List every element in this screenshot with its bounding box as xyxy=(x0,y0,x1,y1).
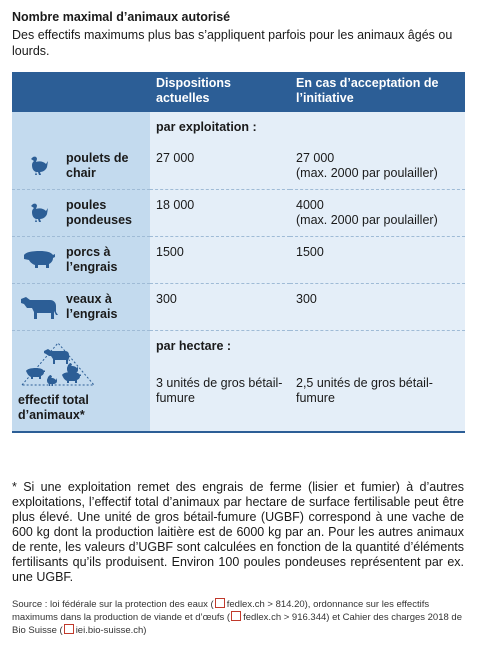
row: poules pondeuses 18 000 4000 (max. 2000 p… xyxy=(12,189,465,237)
cell: 300 xyxy=(150,283,290,331)
cell: 1500 xyxy=(150,236,290,284)
row: veaux à l’engrais 300 300 xyxy=(12,283,465,331)
pig-icon xyxy=(24,251,55,268)
table: Dispositions actuelles En cas d’acceptat… xyxy=(12,72,465,433)
source-link[interactable]: iei.bio-suisse.ch) xyxy=(75,625,147,636)
hen-icon xyxy=(31,203,48,222)
row: effectif total d’animaux* par hectare : 3… xyxy=(12,330,465,433)
cell-value: 3 unités de gros bétail-fumure xyxy=(156,376,283,405)
link-icon xyxy=(214,598,225,608)
row-label: porcs à l’engrais xyxy=(66,245,118,274)
row-label: poulets de chair xyxy=(66,151,129,180)
subtitle: Des effectifs maximums plus bas s’appliq… xyxy=(12,28,453,58)
chicken-icon xyxy=(31,156,48,175)
cell: 27 000 xyxy=(150,143,290,190)
header-row: Dispositions actuelles En cas d’acceptat… xyxy=(12,72,465,112)
group-label: par exploitation : xyxy=(150,112,290,143)
source-link[interactable]: fedlex.ch > 916.344) et Cahier des charg… xyxy=(12,612,462,636)
cell-value: 4000 xyxy=(296,198,324,212)
cell: 300 xyxy=(290,283,465,331)
column-header: En cas d’acceptation de l’initiative xyxy=(290,72,465,112)
source: Source : loi fédérale sur la protection … xyxy=(12,598,467,637)
cell: 4000 (max. 2000 par poulailler) xyxy=(290,189,465,237)
group-label: par hectare : xyxy=(156,339,232,353)
cell: 1500 xyxy=(290,236,465,284)
row-label: poules pondeuses xyxy=(66,198,132,227)
cell-note: (max. 2000 par poulailler) xyxy=(296,166,438,180)
row-label: effectif total d’animaux* xyxy=(18,393,89,422)
herd-icon xyxy=(20,342,96,386)
link-icon xyxy=(63,624,74,634)
link-icon xyxy=(231,611,242,621)
cell-note: (max. 2000 par poulailler) xyxy=(296,213,438,227)
footnote: * Si une exploitation remet des engrais … xyxy=(12,480,464,584)
title: Nombre maximal d’animaux autorisé xyxy=(12,10,231,24)
row: poulets de chair 27 000 27 000 (max. 2000… xyxy=(12,143,465,190)
source-link[interactable]: fedlex.ch > 814.20), ordonnance sur les … xyxy=(12,599,430,623)
source-text: Source : loi fédérale sur la protection … xyxy=(12,599,214,610)
calf-icon xyxy=(21,297,58,319)
column-header: Dispositions actuelles xyxy=(150,72,290,112)
cell-value: 2,5 unités de gros bétail-fumure xyxy=(296,376,433,405)
cell: 27 000 (max. 2000 par poulailler) xyxy=(290,143,465,190)
row: porcs à l’engrais 1500 1500 xyxy=(12,236,465,284)
header-empty xyxy=(12,72,150,112)
cell: 18 000 xyxy=(150,189,290,237)
group-row: par exploitation : xyxy=(12,112,465,143)
row-label: veaux à l’engrais xyxy=(66,292,118,321)
cell: 2,5 unités de gros bétail-fumure xyxy=(290,330,465,433)
cell: par hectare : 3 unités de gros bétail-fum… xyxy=(150,330,290,433)
cell-value: 27 000 xyxy=(296,151,335,165)
